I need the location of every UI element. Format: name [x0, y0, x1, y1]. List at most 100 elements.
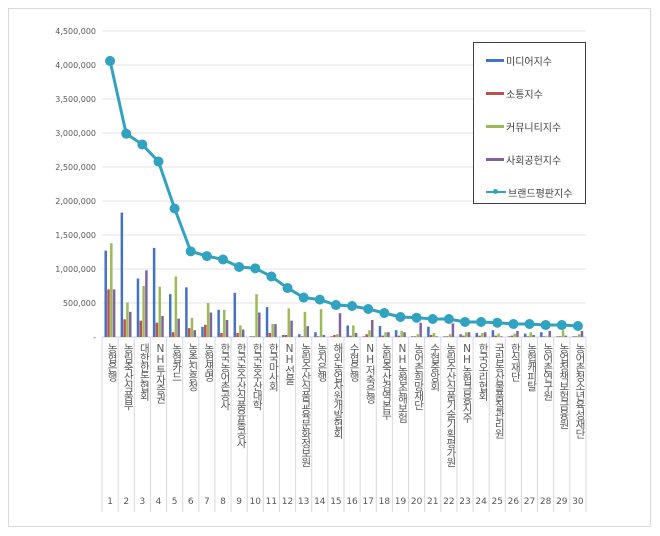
bar-커뮤니티지수 — [239, 325, 242, 337]
rank-label: 29 — [556, 497, 568, 507]
bar-소통지수 — [397, 335, 401, 337]
y-tick-label: 3,500,000 — [55, 95, 96, 104]
bar-미디어지수 — [572, 336, 575, 337]
category-label: 해외농업자원개발협회 — [331, 343, 344, 438]
bar-소통지수 — [365, 334, 368, 337]
bar-소통지수 — [139, 320, 143, 337]
category-label: 국립농산물품질관리원 — [493, 343, 506, 438]
bar-사회공헌지수 — [209, 312, 213, 337]
bar-사회공헌지수 — [274, 324, 277, 337]
bar-미디어지수 — [298, 334, 301, 337]
rank-label: 21 — [426, 497, 439, 507]
y-tick-label: 4,500,000 — [55, 27, 96, 36]
brand-point — [201, 251, 212, 262]
bar-커뮤니티지수 — [335, 334, 339, 337]
bar-커뮤니티지수 — [352, 325, 355, 337]
bar-미디어지수 — [443, 336, 446, 337]
rank-label: 8 — [220, 497, 226, 507]
bar-미디어지수 — [330, 336, 333, 337]
legend-label: 사회공헌지수 — [506, 155, 562, 167]
y-tick-label: 2,500,000 — [55, 163, 96, 172]
bar-미디어지수 — [104, 250, 107, 337]
bar-커뮤니티지수 — [110, 243, 113, 337]
legend-line-marker-icon — [486, 189, 506, 194]
bar-사회공헌지수 — [322, 334, 326, 337]
brand-point — [395, 312, 406, 323]
bar-소통지수 — [220, 332, 223, 337]
category-label: 수협중앙회 — [428, 343, 441, 391]
category-label: 한국농어촌공사 — [219, 343, 231, 410]
y-tick-label: - — [93, 333, 96, 342]
rank-label: 20 — [410, 497, 423, 507]
category-label: NH농협금융지주 — [461, 343, 473, 422]
brand-point — [266, 271, 277, 282]
bar-미디어지수 — [217, 309, 220, 337]
rank-label: 30 — [572, 497, 584, 507]
legend-item: 미디어지수 — [486, 53, 552, 68]
y-tick-label: 500,000 — [63, 299, 96, 308]
bar-사회공헌지수 — [145, 270, 148, 337]
category-label: 한국오리협회 — [477, 343, 490, 400]
category-label: 농림수산식품교육문화정보원 — [299, 343, 312, 467]
brand-point — [363, 303, 374, 314]
rank-label: 5 — [171, 497, 178, 507]
bar-사회공헌지수 — [451, 323, 455, 337]
bar-미디어지수 — [523, 333, 527, 337]
bar-소통지수 — [187, 328, 191, 337]
bar-커뮤니티지수 — [416, 334, 420, 337]
bar-커뮤니티지수 — [481, 332, 484, 337]
bar-미디어지수 — [185, 287, 188, 337]
rank-label: 7 — [203, 497, 210, 507]
bar-미디어지수 — [201, 326, 204, 337]
category-label: 농협카드 — [170, 343, 183, 381]
y-tick-label: 3,000,000 — [55, 129, 96, 138]
category-label: 한국마사회 — [267, 343, 280, 391]
brand-point — [411, 312, 422, 323]
legend-item: 사회공헌지수 — [486, 152, 562, 167]
brand-point — [169, 203, 180, 214]
bar-소통지수 — [462, 335, 465, 337]
rank-label: 9 — [236, 497, 242, 507]
bar-미디어지수 — [346, 325, 349, 337]
bar-커뮤니티지수 — [384, 332, 387, 337]
bar-커뮤니티지수 — [400, 330, 403, 337]
bar-미디어지수 — [233, 292, 237, 337]
category-label: 농협캐피탈 — [525, 343, 538, 391]
bar-사회공헌지수 — [129, 311, 132, 337]
bar-미디어지수 — [540, 332, 543, 337]
bar-사회공헌지수 — [241, 329, 245, 337]
rank-label: 14 — [314, 497, 326, 507]
bar-사회공헌지수 — [419, 322, 422, 337]
bar-소통지수 — [575, 336, 578, 337]
legend: 미디어지수 소통지수 커뮤니티지수 사회공헌지수 브랜드평판지수 — [473, 42, 586, 204]
bar-미디어지수 — [281, 334, 285, 337]
brand-point — [347, 300, 358, 311]
bar-사회공헌지수 — [564, 335, 568, 337]
brand-point — [556, 320, 567, 331]
category-label: 농림수산식품기술기획평가원 — [444, 343, 457, 467]
category-label: NH농협손해보험 — [396, 343, 409, 422]
y-tick-label: 1,000,000 — [55, 265, 96, 274]
bar-미디어지수 — [459, 334, 462, 337]
rank-label: 12 — [281, 497, 294, 507]
category-label: 농협생명 — [202, 343, 215, 381]
rank-label: 24 — [475, 497, 487, 507]
bar-커뮤니티지수 — [497, 333, 500, 337]
legend-swatch-icon — [486, 157, 504, 161]
bar-소통지수 — [236, 332, 239, 337]
rank-label: 11 — [265, 497, 278, 507]
legend-item: 커뮤니티지수 — [486, 119, 561, 134]
brand-point — [282, 283, 293, 294]
legend-swatch-icon — [486, 91, 504, 95]
bar-커뮤니티지수 — [368, 330, 371, 337]
category-label: 한국농수산대학 — [251, 343, 264, 410]
bar-소통지수 — [268, 332, 272, 337]
bar-미디어지수 — [169, 294, 172, 337]
bar-소통지수 — [381, 335, 385, 337]
bar-미디어지수 — [491, 330, 495, 337]
bar-소통지수 — [542, 336, 546, 337]
category-label: 농어촌희망재단 — [412, 343, 425, 410]
brand-point — [185, 246, 196, 257]
bar-소통지수 — [300, 336, 304, 337]
